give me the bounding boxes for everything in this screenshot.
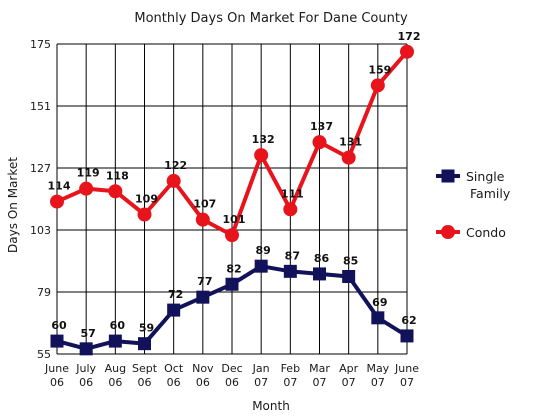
legend-condo-marker <box>441 225 455 239</box>
x-tick-label: Apr <box>339 362 359 375</box>
x-tick-label-year: 06 <box>167 376 181 389</box>
single-family-marker <box>400 329 414 343</box>
single-family-marker <box>313 267 326 281</box>
y-tick-label: 103 <box>30 224 51 237</box>
x-tick-label-year: 07 <box>400 376 414 389</box>
single-family-marker <box>283 264 297 278</box>
condo-marker <box>254 148 269 163</box>
condo-marker <box>225 228 239 243</box>
condo-data-label: 137 <box>310 120 333 133</box>
condo-data-label: 107 <box>193 198 216 211</box>
legend-single-family-label-line2: Family <box>470 186 511 201</box>
y-axis-ticks: 55 79 103 127 151 175 <box>30 38 51 361</box>
x-tick-label: July <box>75 362 96 375</box>
x-tick-label-year: 06 <box>108 376 122 389</box>
condo-marker <box>195 212 210 227</box>
condo-marker <box>283 202 298 217</box>
single-family-marker <box>138 337 151 351</box>
condo-data-label: 172 <box>398 30 421 43</box>
legend-single-family-marker <box>441 169 455 183</box>
x-tick-label: Aug <box>105 362 126 375</box>
x-tick-label: Dec <box>221 362 242 375</box>
single-family-data-label: 85 <box>343 255 358 268</box>
x-tick-label: Jan <box>252 362 270 375</box>
series-markers <box>50 44 414 356</box>
y-tick-label: 151 <box>30 100 51 113</box>
single-family-data-label: 87 <box>285 249 300 262</box>
single-family-marker <box>342 270 356 283</box>
single-family-data-label: 72 <box>168 288 183 301</box>
single-family-marker <box>108 334 122 348</box>
x-tick-label-year: 06 <box>79 376 93 389</box>
x-tick-label: Mar <box>309 362 330 375</box>
single-family-marker <box>79 342 93 356</box>
condo-marker <box>108 184 123 199</box>
x-tick-label-year: 07 <box>313 376 327 389</box>
condo-marker <box>400 44 414 59</box>
condo-data-label: 119 <box>77 167 100 180</box>
condo-data-label: 159 <box>368 63 391 76</box>
x-tick-label-year: 07 <box>371 376 385 389</box>
condo-data-label: 109 <box>135 193 158 206</box>
single-family-data-label: 77 <box>197 275 212 288</box>
x-tick-label-year: 06 <box>196 376 210 389</box>
condo-data-label: 118 <box>106 169 129 182</box>
x-tick-label: Oct <box>164 362 184 375</box>
single-family-data-label: 57 <box>81 327 96 340</box>
single-family-data-label: 60 <box>51 319 67 332</box>
x-axis-ticks: June06July06Aug06Sept06Oct06Nov06Dec06Ja… <box>44 362 419 389</box>
x-tick-label-year: 06 <box>225 376 239 389</box>
y-tick-label: 127 <box>30 162 51 175</box>
x-tick-label-year: 07 <box>342 376 356 389</box>
grid <box>56 43 408 355</box>
condo-marker <box>137 207 152 222</box>
single-family-data-label: 69 <box>372 296 387 309</box>
condo-marker <box>312 135 327 150</box>
condo-marker <box>341 150 356 165</box>
condo-data-label: 101 <box>223 213 246 226</box>
single-family-data-label: 86 <box>314 252 330 265</box>
condo-data-label: 111 <box>281 187 304 200</box>
condo-marker <box>370 78 385 93</box>
x-tick-label-year: 06 <box>50 376 64 389</box>
condo-marker <box>166 173 181 188</box>
single-family-data-label: 59 <box>139 322 154 335</box>
single-family-marker <box>254 259 268 273</box>
y-tick-label: 55 <box>37 348 51 361</box>
data-labels: 60 57 60 59 72 77 82 89 87 86 85 69 62 114 119 118 109 12… <box>48 30 421 340</box>
single-family-marker <box>50 334 64 348</box>
x-tick-label: Nov <box>192 362 214 375</box>
condo-data-label: 132 <box>252 133 275 146</box>
single-family-data-label: 60 <box>110 319 126 332</box>
y-tick-label: 79 <box>37 286 51 299</box>
single-family-data-label: 62 <box>401 314 416 327</box>
single-family-marker <box>196 290 210 304</box>
condo-marker <box>79 181 94 196</box>
x-tick-label: May <box>366 362 389 375</box>
condo-data-label: 131 <box>339 136 362 149</box>
condo-data-label: 114 <box>48 180 71 193</box>
x-tick-label-year: 07 <box>283 376 297 389</box>
x-axis-label: Month <box>252 399 290 413</box>
x-tick-label-year: 06 <box>138 376 152 389</box>
x-tick-label: Sept <box>132 362 158 375</box>
chart-title: Monthly Days On Market For Dane County <box>134 11 408 26</box>
x-tick-label-year: 07 <box>254 376 268 389</box>
y-axis-label: Days On Market <box>6 157 20 253</box>
legend-condo-label: Condo <box>466 225 506 240</box>
legend-single-family-label: Single <box>466 169 505 184</box>
y-tick-label: 175 <box>30 38 51 51</box>
condo-marker <box>50 194 64 209</box>
legend: Single Family Condo <box>436 169 511 240</box>
x-tick-label: June <box>44 362 69 375</box>
x-tick-label: June <box>394 362 419 375</box>
x-tick-label: Feb <box>281 362 300 375</box>
single-family-marker <box>371 311 385 325</box>
single-family-data-label: 89 <box>256 244 271 257</box>
condo-data-label: 122 <box>164 159 187 172</box>
single-family-marker <box>225 277 239 291</box>
single-family-data-label: 82 <box>226 262 241 275</box>
single-family-marker <box>167 303 181 317</box>
